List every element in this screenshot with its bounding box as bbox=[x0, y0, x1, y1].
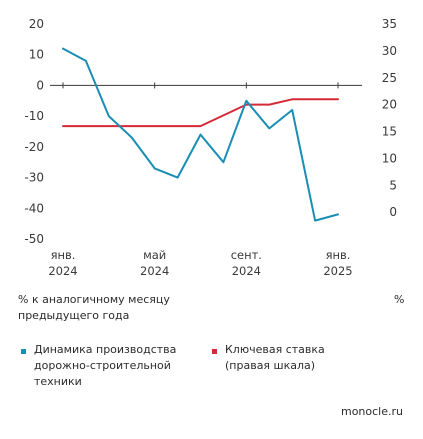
y-right-tick-label: 0 bbox=[389, 205, 397, 219]
legend-swatch-key-rate bbox=[212, 349, 217, 354]
y-left-tick-label: 0 bbox=[36, 78, 44, 92]
x-tick-label: сент. bbox=[231, 248, 262, 262]
legend-swatch-production bbox=[21, 349, 26, 354]
y-right-tick-label: 35 bbox=[382, 17, 397, 31]
y-right-tick-label: 15 bbox=[382, 125, 397, 139]
series-layer bbox=[62, 47, 339, 222]
x-tick-label: янв. bbox=[326, 248, 351, 262]
x-tick-label: 2024 bbox=[48, 264, 77, 278]
y-right-tick-label: 30 bbox=[382, 44, 397, 58]
x-tick-label: 2024 bbox=[232, 264, 261, 278]
x-tick-label: янв. bbox=[51, 248, 76, 262]
x-tick-label: май bbox=[143, 248, 166, 262]
y-right-tick-label: 10 bbox=[382, 151, 397, 165]
y-left-tick-label: -10 bbox=[24, 109, 44, 123]
y-right-tick-label: 5 bbox=[389, 178, 397, 192]
y-left-tick-label: -40 bbox=[24, 201, 44, 215]
legend-label-key-rate: Ключевая ставка (правая шкала) bbox=[225, 343, 325, 372]
x-tick-label: 2025 bbox=[323, 264, 352, 278]
line-chart: 20 10 0 -10 -20 -30 -40 -50 35 30 25 20 15 10 5 0 янв. 20… bbox=[24, 17, 397, 278]
left-axis-unit-label: % к аналогичному месяцу предыдущего года bbox=[18, 293, 170, 322]
y-left-tick-label: -30 bbox=[24, 171, 44, 185]
series-line-key-rate bbox=[62, 98, 339, 128]
y-right-tick-label: 25 bbox=[382, 71, 397, 85]
y-left-tick-label: 20 bbox=[29, 17, 44, 31]
y-left-tick-label: -50 bbox=[24, 232, 44, 246]
source-credit: monocle.ru bbox=[340, 405, 403, 418]
legend-label-production: Динамика производства дорожно-строительн… bbox=[34, 343, 177, 388]
axes-group: 20 10 0 -10 -20 -30 -40 -50 35 30 25 20 15 10 5 0 янв. 20… bbox=[24, 17, 397, 278]
y-left-tick-label: 10 bbox=[29, 48, 44, 62]
x-tick-label: 2024 bbox=[140, 264, 169, 278]
y-left-tick-label: -20 bbox=[24, 140, 44, 154]
y-right-tick-label: 20 bbox=[382, 98, 397, 112]
series-line-production bbox=[62, 47, 339, 222]
right-axis-unit-label: % bbox=[394, 293, 405, 306]
